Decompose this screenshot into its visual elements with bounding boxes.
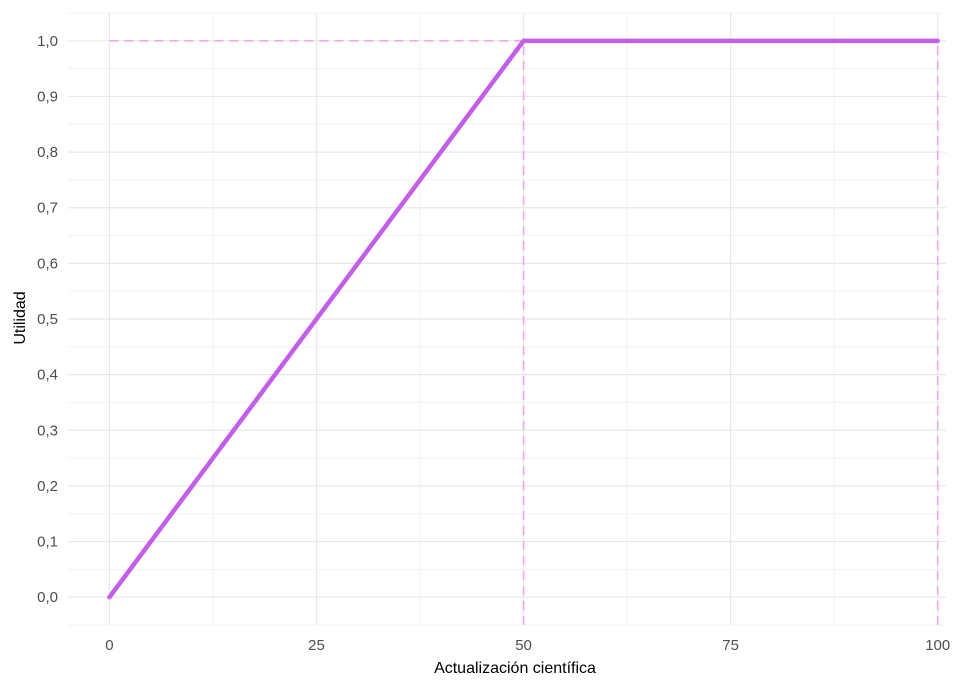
y-tick-label: 0,8 bbox=[37, 144, 58, 161]
y-tick-label: 0,0 bbox=[37, 589, 58, 606]
x-tick-label: 0 bbox=[105, 637, 113, 654]
series-layer bbox=[107, 38, 940, 600]
y-tick-label: 0,9 bbox=[37, 88, 58, 105]
y-tick-label: 0,2 bbox=[37, 478, 58, 495]
y-tick-label: 0,5 bbox=[37, 311, 58, 328]
utility-series-line bbox=[107, 38, 940, 600]
y-tick-label: 0,3 bbox=[37, 422, 58, 439]
y-tick-label: 0,7 bbox=[37, 200, 58, 217]
x-tick-label: 100 bbox=[925, 637, 950, 654]
y-tick-labels: 0,0 0,1 0,2 0,3 0,4 0,5 0,6 0,7 0,8 0,9 1,0 bbox=[37, 33, 58, 606]
x-axis-title: Actualización científica bbox=[434, 660, 596, 677]
y-axis-title: Utilidad bbox=[12, 291, 29, 344]
x-tick-label: 75 bbox=[722, 637, 739, 654]
x-tick-label: 25 bbox=[308, 637, 325, 654]
y-tick-label: 1,0 bbox=[37, 33, 58, 50]
y-tick-label: 0,4 bbox=[37, 367, 58, 384]
major-gridlines bbox=[68, 13, 946, 625]
y-tick-label: 0,1 bbox=[37, 534, 58, 551]
x-tick-label: 50 bbox=[515, 637, 532, 654]
minor-gridlines bbox=[68, 12, 946, 626]
x-tick-labels: 0 25 50 75 100 bbox=[105, 637, 950, 654]
y-tick-label: 0,6 bbox=[37, 255, 58, 272]
